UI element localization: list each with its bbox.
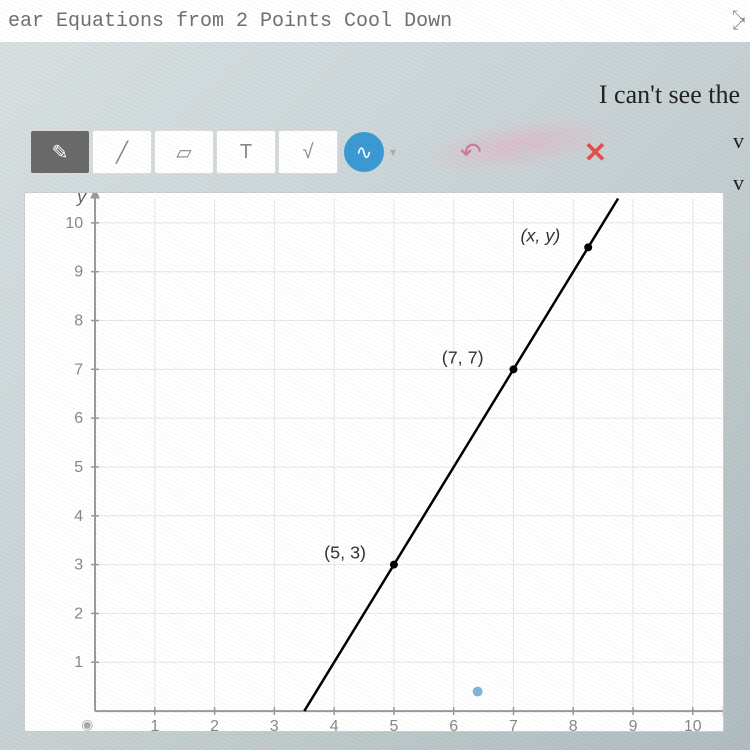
- svg-text:(5, 3): (5, 3): [324, 543, 366, 563]
- undo-button[interactable]: ↶: [460, 137, 482, 168]
- math-icon: √: [303, 141, 314, 164]
- svg-text:5: 5: [74, 459, 83, 476]
- eraser-tool[interactable]: ▱: [154, 130, 214, 174]
- svg-text:9: 9: [629, 718, 638, 731]
- svg-text:2: 2: [210, 718, 219, 731]
- chevron-down-icon[interactable]: ▾: [390, 145, 396, 159]
- graph-panel: 1234567891012345678910xy◉(5, 3)(7, 7)(x,…: [24, 192, 724, 732]
- svg-text:1: 1: [74, 654, 83, 671]
- wave-icon: ∿: [356, 140, 373, 165]
- svg-text:(7, 7): (7, 7): [442, 347, 484, 367]
- text-icon: T: [240, 141, 252, 164]
- svg-text:◉: ◉: [81, 716, 93, 731]
- hint-v1: v: [733, 128, 744, 154]
- pencil-tool[interactable]: ✎: [30, 130, 90, 174]
- svg-text:y: y: [75, 193, 87, 206]
- toolbar: ✎ ╱ ▱ T √ ∿ ▾: [30, 130, 400, 174]
- svg-text:10: 10: [684, 718, 702, 731]
- math-tool[interactable]: √: [278, 130, 338, 174]
- page-title: ear Equations from 2 Points Cool Down: [8, 10, 732, 33]
- line-tool[interactable]: ╱: [92, 130, 152, 174]
- svg-text:5: 5: [389, 718, 398, 731]
- close-button[interactable]: ✕: [584, 136, 607, 169]
- line-icon: ╱: [116, 140, 128, 165]
- pencil-icon: ✎: [52, 140, 69, 165]
- svg-text:3: 3: [270, 718, 279, 731]
- hint-v2: v: [733, 170, 744, 196]
- svg-text:4: 4: [74, 508, 83, 525]
- hint-text: I can't see the: [599, 80, 740, 110]
- svg-text:2: 2: [74, 605, 83, 622]
- header-bar: ear Equations from 2 Points Cool Down ⤡⤢: [0, 0, 750, 42]
- svg-text:4: 4: [330, 718, 339, 731]
- svg-text:9: 9: [74, 264, 83, 281]
- eraser-icon: ▱: [176, 140, 191, 165]
- svg-text:3: 3: [74, 557, 83, 574]
- undo-redo-group: ↶ ↷ ✕: [460, 136, 607, 169]
- svg-text:6: 6: [449, 718, 458, 731]
- expand-icon[interactable]: ⤡⤢: [732, 13, 742, 29]
- chart-svg: 1234567891012345678910xy◉(5, 3)(7, 7)(x,…: [25, 193, 723, 731]
- color-tool[interactable]: ∿: [344, 132, 384, 172]
- svg-text:7: 7: [509, 718, 518, 731]
- svg-text:8: 8: [74, 313, 83, 330]
- svg-text:10: 10: [65, 215, 83, 232]
- svg-text:6: 6: [74, 410, 83, 427]
- svg-text:8: 8: [569, 718, 578, 731]
- svg-text:1: 1: [150, 718, 159, 731]
- text-tool[interactable]: T: [216, 130, 276, 174]
- svg-text:7: 7: [74, 361, 83, 378]
- redo-button[interactable]: ↷: [512, 137, 534, 168]
- svg-text:(x, y): (x, y): [520, 225, 560, 245]
